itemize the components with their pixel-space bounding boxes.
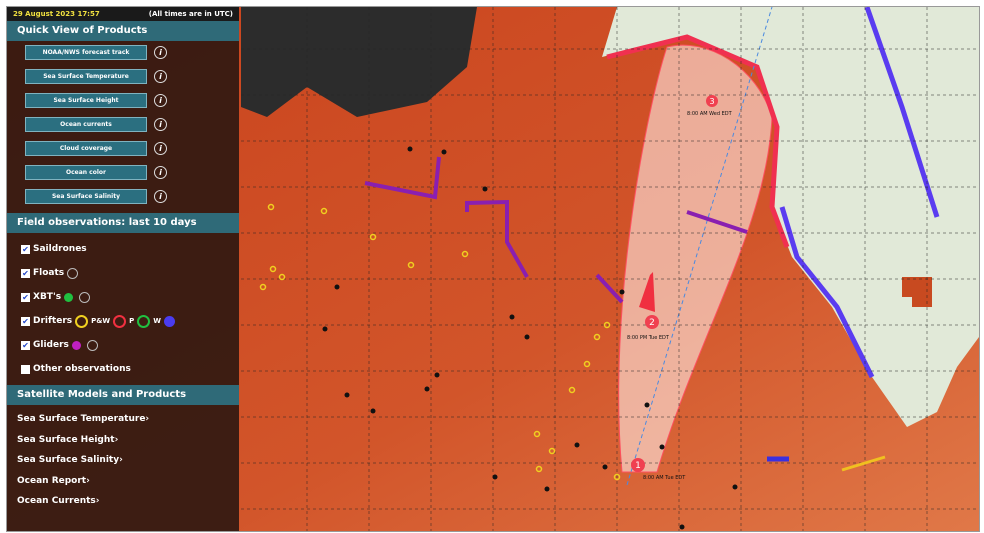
- forecast-point: 2 8:00 PM Tue EDT: [627, 272, 670, 341]
- satellite-link[interactable]: Sea Surface Height›: [17, 434, 119, 445]
- float-track: [841, 455, 886, 472]
- forecast-point: 1 8:00 AM Tue EDT: [631, 458, 686, 481]
- product-button[interactable]: Sea Surface Salinity i: [25, 189, 167, 204]
- legend-ring: [137, 314, 151, 328]
- marker-time: 8:00 PM Tue EDT: [627, 335, 670, 341]
- marker: [631, 458, 645, 472]
- marker-number: 2: [649, 318, 655, 328]
- checkbox[interactable]: ✔: [21, 244, 30, 254]
- observation-label[interactable]: XBT's: [33, 292, 62, 302]
- observation-label[interactable]: Gliders: [33, 340, 69, 350]
- product-button[interactable]: Cloud coverage i: [25, 141, 167, 156]
- product-button[interactable]: Ocean currents i: [25, 117, 167, 132]
- section-header[interactable]: Quick View of Products: [7, 21, 239, 41]
- satellite-link[interactable]: Sea Surface Temperature›: [17, 414, 150, 424]
- warning: [606, 34, 790, 248]
- info-icon[interactable]: i: [154, 190, 167, 203]
- info-icon[interactable]: i: [154, 94, 167, 107]
- section-header[interactable]: Satellite Models and Products: [7, 385, 239, 405]
- land: [602, 7, 979, 427]
- product-button[interactable]: Sea Surface Height i: [25, 93, 167, 108]
- satellite-link[interactable]: Sea Surface Salinity›: [17, 455, 123, 465]
- checkbox[interactable]: ✔: [21, 316, 30, 326]
- glider-tracks: [364, 156, 748, 304]
- observation-label[interactable]: Other observations: [33, 364, 131, 374]
- hurricane-icon: [639, 272, 655, 312]
- checkbox[interactable]: ✔: [21, 268, 30, 278]
- checkbox[interactable]: [21, 364, 30, 374]
- info-icon[interactable]: i: [154, 70, 167, 83]
- marker-number: 3: [709, 97, 714, 106]
- legend-icon: [86, 339, 98, 351]
- observation-row: ✔ Drifters P&W P W: [7, 309, 239, 333]
- track: [626, 7, 773, 486]
- land-dark: [241, 7, 477, 117]
- legend-ring: [75, 314, 89, 328]
- forecast-point: 3 8:00 AM Wed EDT: [687, 95, 733, 117]
- info-icon[interactable]: i: [154, 46, 167, 59]
- marker: [645, 315, 659, 329]
- floats: [322, 146, 738, 530]
- sidebar: 29 August 2023 17:57 (All times are in UT…: [7, 7, 239, 531]
- observation-list: ✔ Saildrones ✔ Floats ✔ XBT's ✔ Drifters P&W P W ✔ G…: [7, 237, 239, 381]
- legend-icon: [64, 292, 74, 302]
- coast: [864, 7, 940, 218]
- timezone-note: (All times are in UTC): [148, 10, 233, 18]
- marker: [706, 95, 718, 107]
- marker-time: 8:00 AM Tue EDT: [643, 475, 686, 481]
- product-button[interactable]: Ocean color i: [25, 165, 167, 180]
- chevron: ›: [114, 434, 119, 445]
- info-icon[interactable]: i: [154, 118, 167, 131]
- marker-number: 1: [635, 461, 641, 471]
- satellite-link[interactable]: Ocean Currents›: [17, 496, 100, 506]
- satellite-link[interactable]: Ocean Report›: [17, 475, 90, 486]
- observation-row: ✔ Floats: [7, 261, 239, 285]
- observation-row: ✔ XBT's: [7, 285, 239, 309]
- cone: [618, 44, 773, 473]
- drifters: [259, 203, 621, 481]
- legend-ring: [113, 314, 127, 328]
- checkbox[interactable]: ✔: [21, 340, 30, 350]
- date: 29 August 2023 17:57: [13, 10, 100, 18]
- observation-label[interactable]: Drifters: [33, 316, 73, 326]
- coast: [779, 206, 875, 379]
- legend-label: P&W: [91, 317, 111, 325]
- legend-icon: [67, 267, 79, 279]
- observation-row: ✔ Gliders: [7, 333, 239, 357]
- status-bar: 29 August 2023 17:57 (All times are in UT…: [7, 7, 239, 21]
- info-icon[interactable]: i: [154, 142, 167, 155]
- product-button[interactable]: NOAA/NWS forecast track i: [25, 45, 167, 60]
- chevron: ›: [95, 496, 100, 506]
- product-button[interactable]: Sea Surface Temperature i: [25, 69, 167, 84]
- section-header[interactable]: Field observations: last 10 days: [7, 213, 239, 233]
- chevron: ›: [86, 475, 90, 486]
- legend-icon: [71, 340, 81, 350]
- legend-label: P: [129, 317, 135, 325]
- chevron: ›: [119, 455, 123, 465]
- graticule: [241, 7, 979, 531]
- chevron: ›: [145, 414, 150, 424]
- product-buttons: NOAA/NWS forecast track i Sea Surface Temp…: [7, 45, 239, 204]
- observation-label[interactable]: Saildrones: [33, 244, 87, 254]
- observation-label[interactable]: Floats: [33, 268, 65, 278]
- marker-time: 8:00 AM Wed EDT: [687, 111, 733, 117]
- legend-dot: [163, 315, 175, 327]
- satellite-links: Sea Surface Temperature› Sea Surface Heig…: [7, 409, 239, 512]
- lake: [902, 277, 932, 307]
- observation-row: ✔ Saildrones: [7, 237, 239, 261]
- legend-icon: [79, 291, 91, 303]
- legend-label: W: [153, 317, 161, 325]
- observation-row: Other observations: [7, 357, 239, 381]
- info-icon[interactable]: i: [154, 166, 167, 179]
- checkbox[interactable]: ✔: [21, 292, 30, 302]
- screen: 1 8:00 AM Tue EDT 2 8:00 PM Tue EDT 3 8:…: [6, 6, 980, 532]
